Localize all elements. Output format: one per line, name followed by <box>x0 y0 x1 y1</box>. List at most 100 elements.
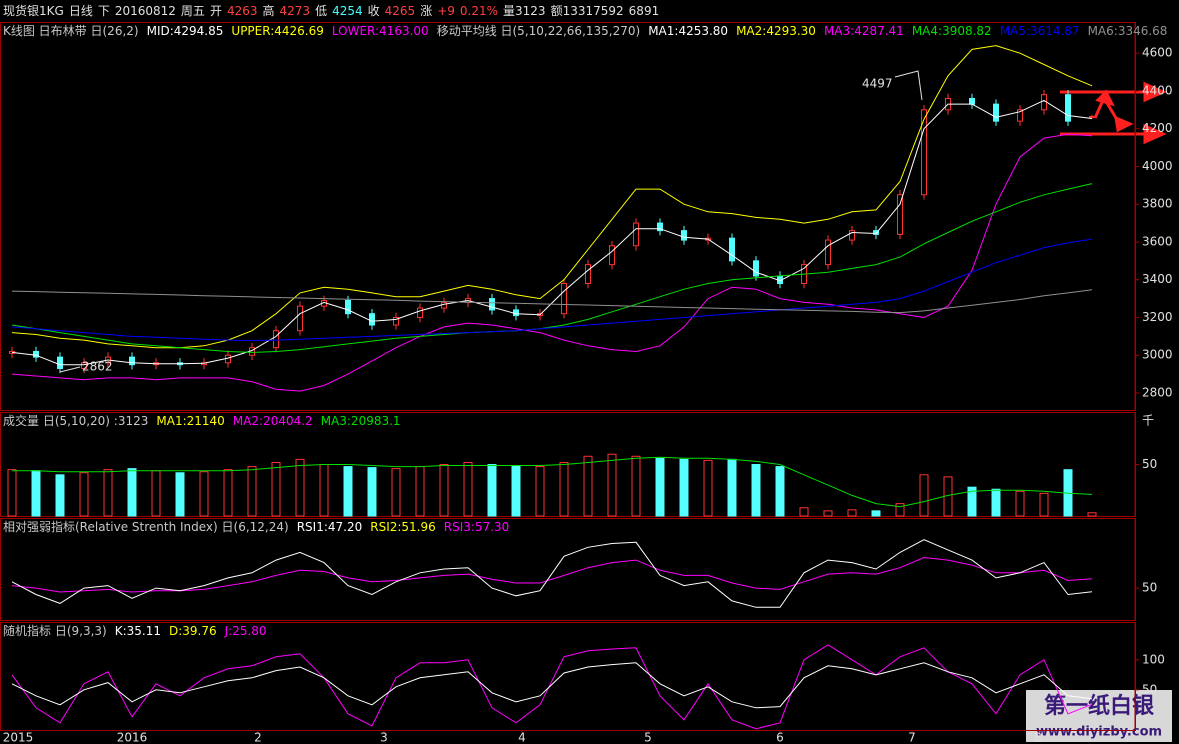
legend-item: MA3:20983.1 <box>321 414 401 428</box>
x-tick-label: 8 <box>1034 731 1042 744</box>
plot <box>11 539 1093 608</box>
volume-bar <box>871 510 881 517</box>
volume-bar <box>775 466 785 517</box>
volume-bar <box>895 503 905 517</box>
y-tick-label: 50 <box>1142 682 1157 696</box>
y-tick-label: 4400 <box>1142 83 1173 97</box>
y-tick-label: 3600 <box>1142 234 1173 248</box>
legend-item: MA1:21140 <box>156 414 224 428</box>
candle-body <box>849 230 855 241</box>
arrows <box>1060 81 1167 145</box>
legend-item: MA6:3346.68 <box>1088 24 1168 38</box>
header-item: 高 <box>263 3 275 18</box>
volume-bar <box>415 466 425 517</box>
legend-item: MA3:4287.41 <box>824 24 904 38</box>
candle-body <box>729 237 735 262</box>
y-tick-label: 4000 <box>1142 159 1173 173</box>
line-series <box>11 662 1093 709</box>
header-item: 低 <box>315 4 327 18</box>
volume-bar <box>607 453 617 517</box>
legend-item: MA1:4253.80 <box>648 24 728 38</box>
arrow-head <box>1143 123 1167 145</box>
candle-body <box>681 230 687 241</box>
header-item: 周五 <box>181 4 205 18</box>
legend-item: 相对强弱指标(Relative Strenth Index) 日(6,12,24… <box>3 519 289 534</box>
legend-item: MID:4294.85 <box>147 24 224 38</box>
volume-bar <box>271 461 281 517</box>
volume-bar <box>655 457 665 517</box>
header-item: 日线 <box>69 4 93 18</box>
candle-body <box>225 354 231 364</box>
candle-body <box>345 299 351 315</box>
legend-item: RSI3:57.30 <box>444 520 510 534</box>
header-item: +9 <box>437 4 455 18</box>
legend-item: RSI2:51.96 <box>370 520 436 534</box>
candle-body <box>657 222 663 232</box>
watermark: 第一纸白银 www.diyizby.com <box>1026 690 1172 742</box>
header-item: 额13317592 <box>551 4 624 18</box>
header-item: 0.21% <box>460 4 498 18</box>
volume-bar <box>1015 490 1025 517</box>
volume-bar <box>367 467 377 517</box>
candle-body <box>369 313 375 326</box>
volume-bar <box>223 469 233 517</box>
volume-bar <box>127 468 137 517</box>
candle-body <box>417 307 423 318</box>
x-tick-label: 2 <box>254 731 262 744</box>
candle-body <box>297 305 303 332</box>
legend-item: MA5:3614.87 <box>1000 24 1080 38</box>
legend-item: MA2:20404.2 <box>233 414 313 428</box>
line-series <box>11 45 1093 349</box>
volume-bar <box>199 471 209 517</box>
candle-body <box>489 298 495 311</box>
line-series <box>11 238 1093 342</box>
annotation: 4497 <box>862 77 893 91</box>
candle-body <box>873 230 879 235</box>
volume-bar <box>1087 512 1097 517</box>
watermark-box <box>1026 690 1172 742</box>
candle-body <box>273 330 279 349</box>
x-tick-label: 3 <box>380 731 388 744</box>
header: 现货银1KG 日线下 20160812 周五开 4263 高 4273 低 4254 收 4265 涨… <box>3 3 659 18</box>
header-item: 4273 <box>280 4 311 18</box>
line-series <box>11 99 1093 366</box>
arrow-head <box>1143 81 1167 103</box>
volume-bar <box>991 488 1001 517</box>
x-tick-label: 5 <box>644 731 652 744</box>
volume-bar <box>31 470 41 517</box>
annotation: 2862 <box>82 360 113 374</box>
y-unit: 千 <box>1142 414 1154 428</box>
x-tick-label: 2016 <box>117 731 148 744</box>
watermark-url: www.diyizby.com <box>1036 725 1162 740</box>
volume-bar <box>343 466 353 517</box>
watermark-title: 第一纸白银 <box>1044 693 1155 719</box>
volume-bar <box>679 458 689 517</box>
volume-bar <box>823 510 833 517</box>
header-item: 4265 <box>385 4 416 18</box>
candle-body <box>57 356 63 369</box>
header-item: 20160812 <box>115 4 176 18</box>
volume-bar <box>727 458 737 517</box>
legend-item: UPPER:4426.69 <box>231 24 323 38</box>
legend-item: 移动平均线 日(5,10,22,66,135,270) <box>437 24 641 38</box>
volume-bar <box>247 466 257 517</box>
candle-body <box>897 194 903 235</box>
line-series <box>11 539 1093 608</box>
header-item: 现货银1KG <box>3 3 64 18</box>
line-series <box>11 183 1093 353</box>
volume-bar <box>151 470 161 517</box>
legend-item: D:39.76 <box>169 624 217 638</box>
x-tick-label: 6 <box>776 731 784 744</box>
header-item: 6891 <box>629 4 660 18</box>
volume-bar <box>631 455 641 517</box>
annotation-line <box>59 366 81 373</box>
candle-body <box>993 103 999 122</box>
candle-body <box>129 356 135 366</box>
header-item: 量3123 <box>503 4 546 18</box>
volume-bar <box>175 472 185 517</box>
volume-bar <box>487 464 497 517</box>
volume-bar <box>463 461 473 517</box>
x-tick-label: 2015 <box>3 731 34 744</box>
legend: K线图 日布林带 日(26,2) MID:4294.85 UPPER:4426.69… <box>3 24 1167 38</box>
volume-bar <box>967 486 977 517</box>
